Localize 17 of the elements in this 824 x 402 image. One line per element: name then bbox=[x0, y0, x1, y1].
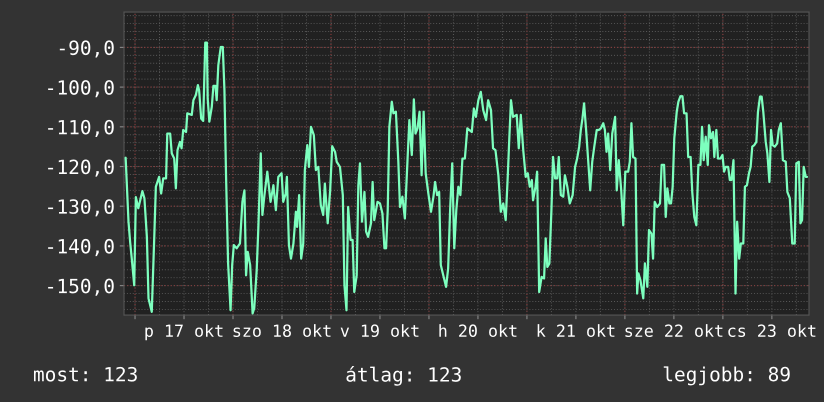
y-tick-label: -150,0 bbox=[48, 278, 114, 296]
y-tick-label: -90,0 bbox=[60, 40, 114, 58]
x-tick-label: sze 22 okt bbox=[625, 324, 722, 338]
y-tick-label: -110,0 bbox=[48, 120, 114, 137]
y-tick-label: -120,0 bbox=[48, 160, 114, 177]
y-tick-label: -130,0 bbox=[48, 199, 114, 216]
x-tick-label: k 21 okt bbox=[538, 324, 614, 338]
y-tick-label: -140,0 bbox=[48, 238, 114, 256]
x-tick-label: v 19 okt bbox=[340, 324, 418, 338]
text: legjobb: 89 bbox=[664, 366, 790, 386]
y-tick-label: -100,0 bbox=[48, 80, 114, 98]
x-tick-label: szo 18 okt bbox=[234, 324, 331, 338]
x-tick-label: p 17 okt bbox=[145, 324, 223, 340]
x-tick-label: h 20 okt bbox=[439, 324, 516, 338]
text: most: 123 bbox=[34, 366, 137, 382]
text: átlag: 123 bbox=[346, 366, 461, 386]
x-tick-label: cs 23 okt bbox=[728, 324, 816, 338]
